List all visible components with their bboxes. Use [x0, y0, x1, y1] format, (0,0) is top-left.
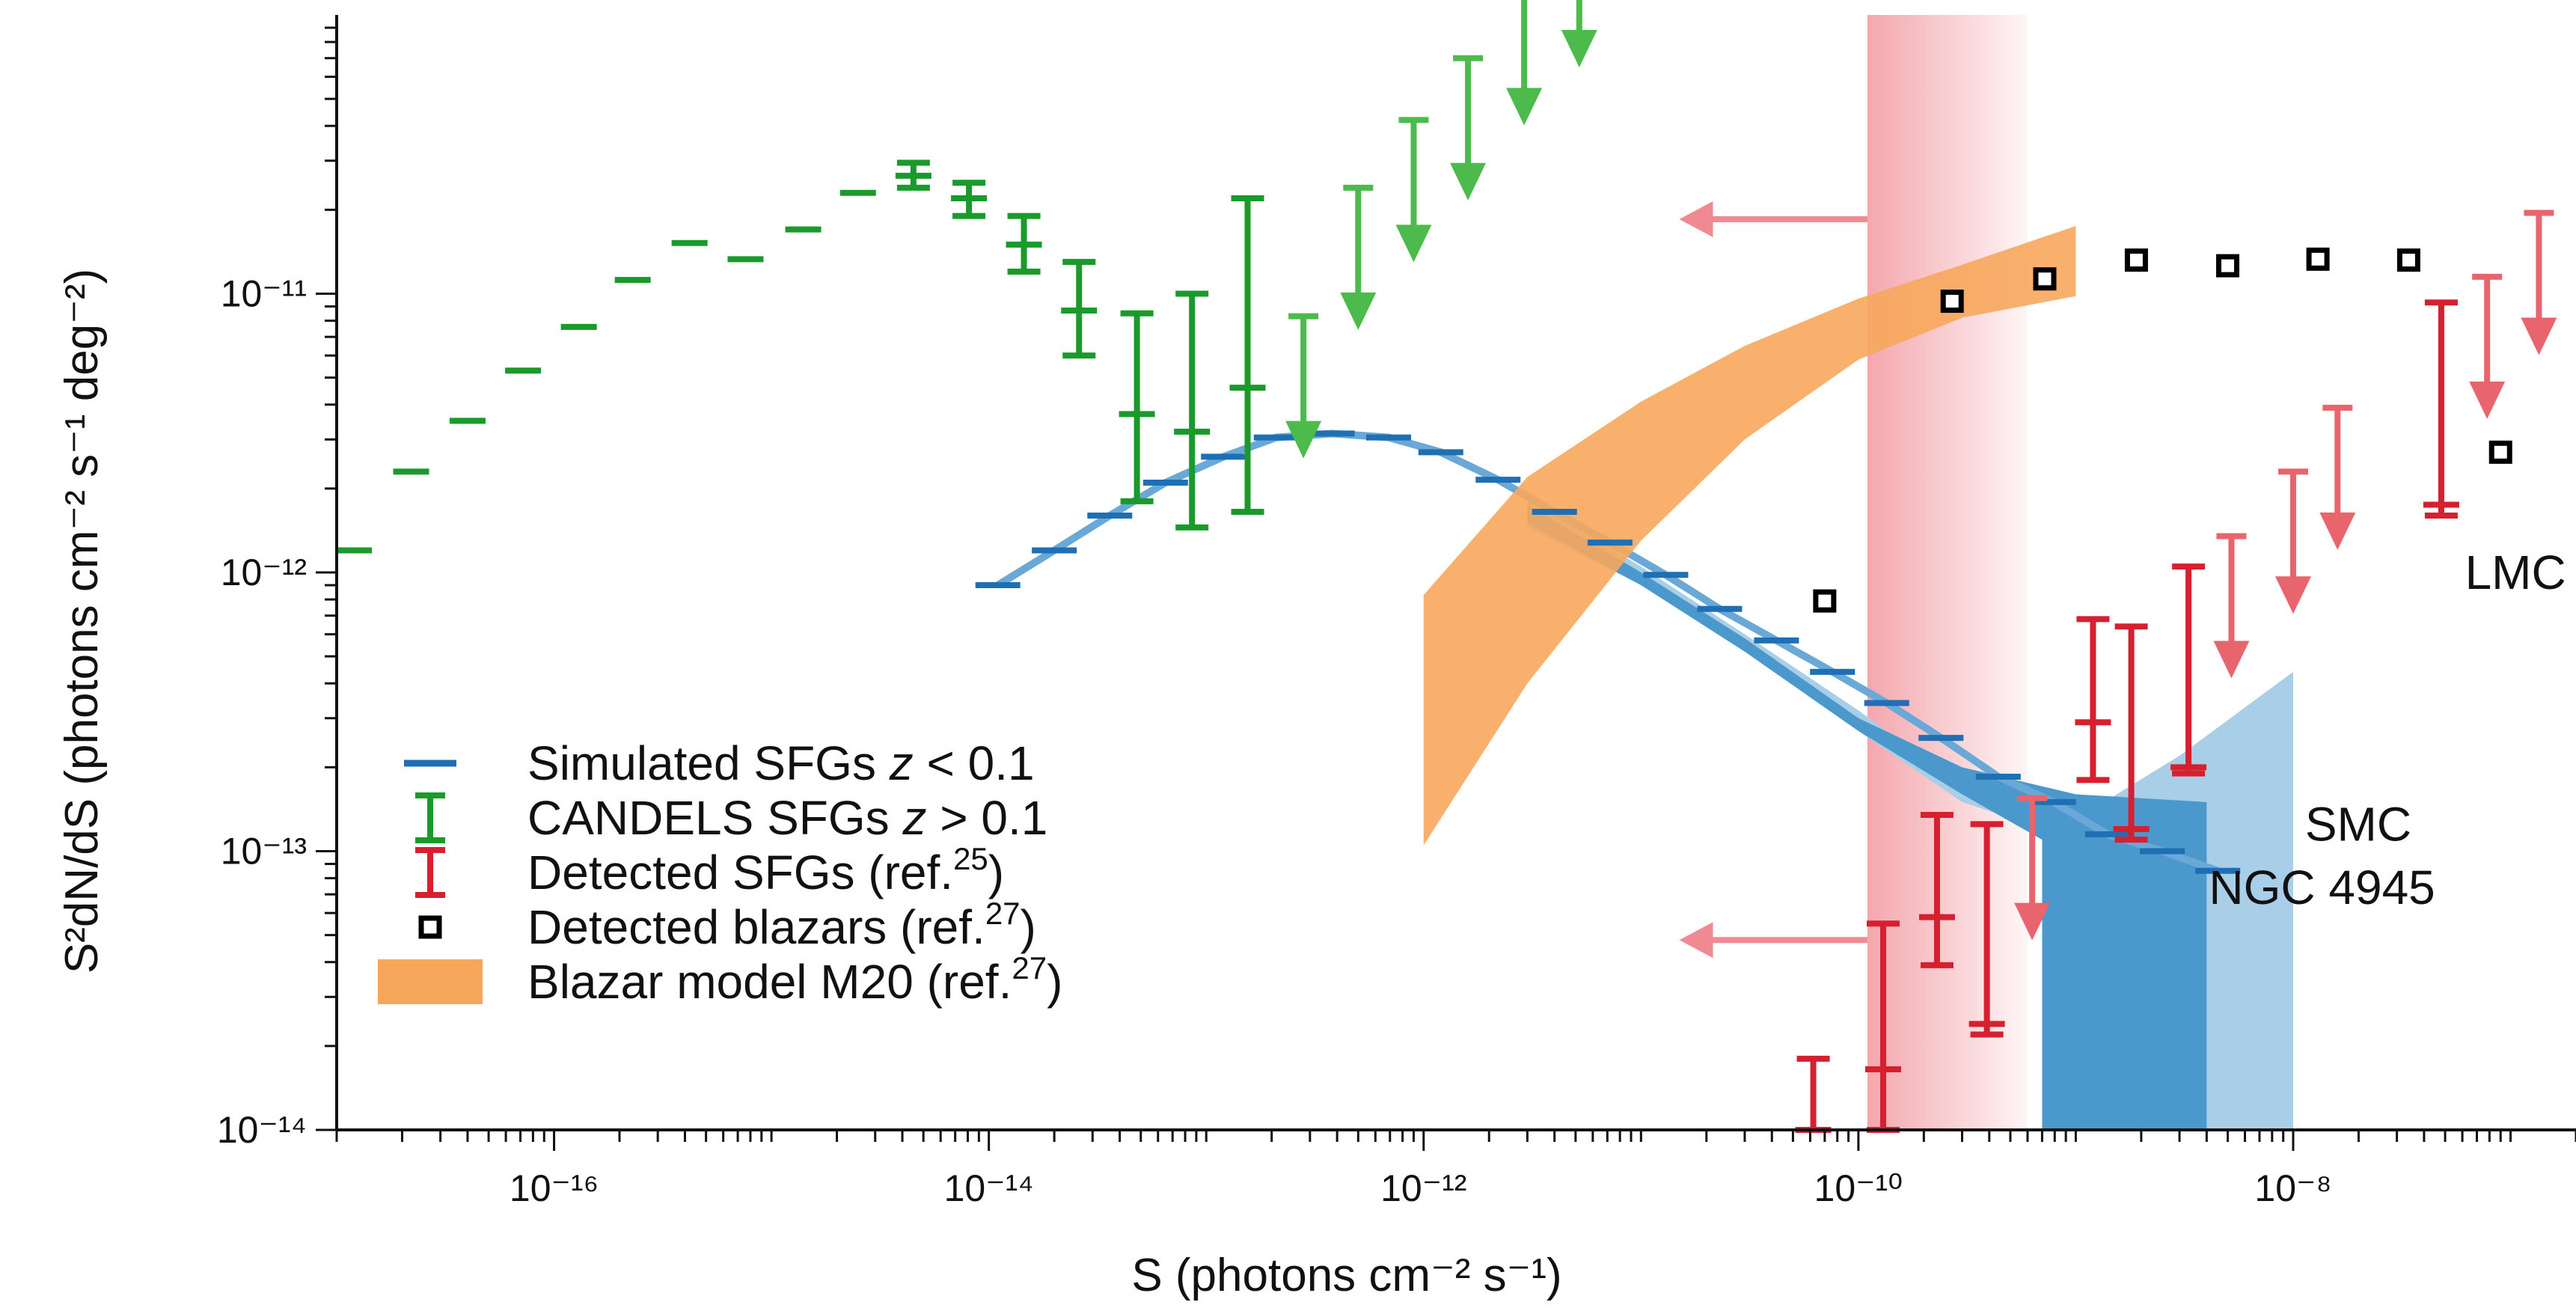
limit-arrow-head — [1679, 201, 1713, 237]
x-tick-label: 10⁻¹⁶ — [510, 1167, 599, 1209]
blazar-marker — [2124, 248, 2148, 272]
candels-upper-limit-head — [1561, 29, 1597, 67]
detected-sfg-upper-limit-head — [2469, 381, 2506, 419]
sensitivity-band — [1867, 15, 2028, 1130]
blazar-model-band — [1423, 225, 2076, 846]
detected-sfg-upper-limit-head — [2319, 512, 2356, 550]
legend-label: Detected SFGs (ref.25) — [527, 841, 1004, 899]
chart-annotations: LMC SMC NGC 4945 — [2209, 545, 2566, 914]
chart-axes: 10⁻¹⁶ 10⁻¹⁴ 10⁻¹² 10⁻¹⁰ 10⁻⁸ 10⁻¹⁴ 10⁻¹³ 10⁻¹² 1… — [217, 15, 2576, 1209]
blazar-marker — [2488, 440, 2512, 464]
detected-sfg-upper-limit-head — [2213, 641, 2250, 679]
candels-upper-limit-head — [1506, 88, 1543, 126]
candels-upper-limit-head — [1285, 421, 1322, 459]
legend-symbol — [378, 959, 483, 1004]
candels-upper-limit-head — [1340, 292, 1377, 330]
legend-symbol — [418, 915, 442, 939]
x-axis-title: S (photons cm⁻² s⁻¹) — [1131, 1250, 1561, 1301]
y-axis-title: S²dN/dS (photons cm⁻² s⁻¹ deg⁻²) — [56, 269, 108, 974]
blazar-marker — [1813, 589, 1837, 613]
x-tick-label: 10⁻¹⁴ — [944, 1167, 1034, 1209]
limit-arrow-head — [1679, 922, 1713, 959]
legend-label: Simulated SFGs z < 0.1 — [527, 736, 1035, 790]
legend-label: CANDELS SFGs z > 0.1 — [527, 791, 1047, 845]
legend-label: Blazar model M20 (ref.27) — [527, 950, 1062, 1009]
candels-upper-limit-head — [1395, 224, 1432, 263]
chart-plot-area — [336, 0, 2557, 1133]
blazar-marker — [1940, 290, 1964, 314]
detected-sfg-upper-limit-head — [2274, 576, 2311, 614]
y-tick-label: 10⁻¹² — [221, 551, 307, 593]
blazar-marker — [2306, 247, 2330, 271]
y-tick-label: 10⁻¹³ — [221, 831, 307, 872]
legend-label: Detected blazars (ref.27) — [527, 896, 1036, 954]
simulated-band-dark — [1527, 504, 2207, 1130]
annotation-label: LMC — [2465, 545, 2566, 599]
x-tick-label: 10⁻⁸ — [2254, 1167, 2331, 1209]
x-tick-label: 10⁻¹⁰ — [1814, 1167, 1903, 1209]
blazar-marker — [2396, 248, 2420, 272]
candels-upper-limit-head — [1450, 162, 1487, 201]
detected-sfg-upper-limit-head — [2521, 317, 2557, 355]
annotation-label: NGC 4945 — [2209, 861, 2435, 914]
y-tick-label: 10⁻¹¹ — [221, 273, 307, 315]
blazar-marker — [2216, 254, 2240, 278]
chart-bands — [996, 15, 2293, 1130]
detected-sfg-upper-limit-head — [2014, 902, 2051, 941]
y-tick-label: 10⁻¹⁴ — [217, 1109, 307, 1151]
x-tick-label: 10⁻¹² — [1380, 1167, 1466, 1209]
blazar-marker — [2033, 267, 2057, 291]
annotation-label: SMC — [2305, 797, 2411, 851]
